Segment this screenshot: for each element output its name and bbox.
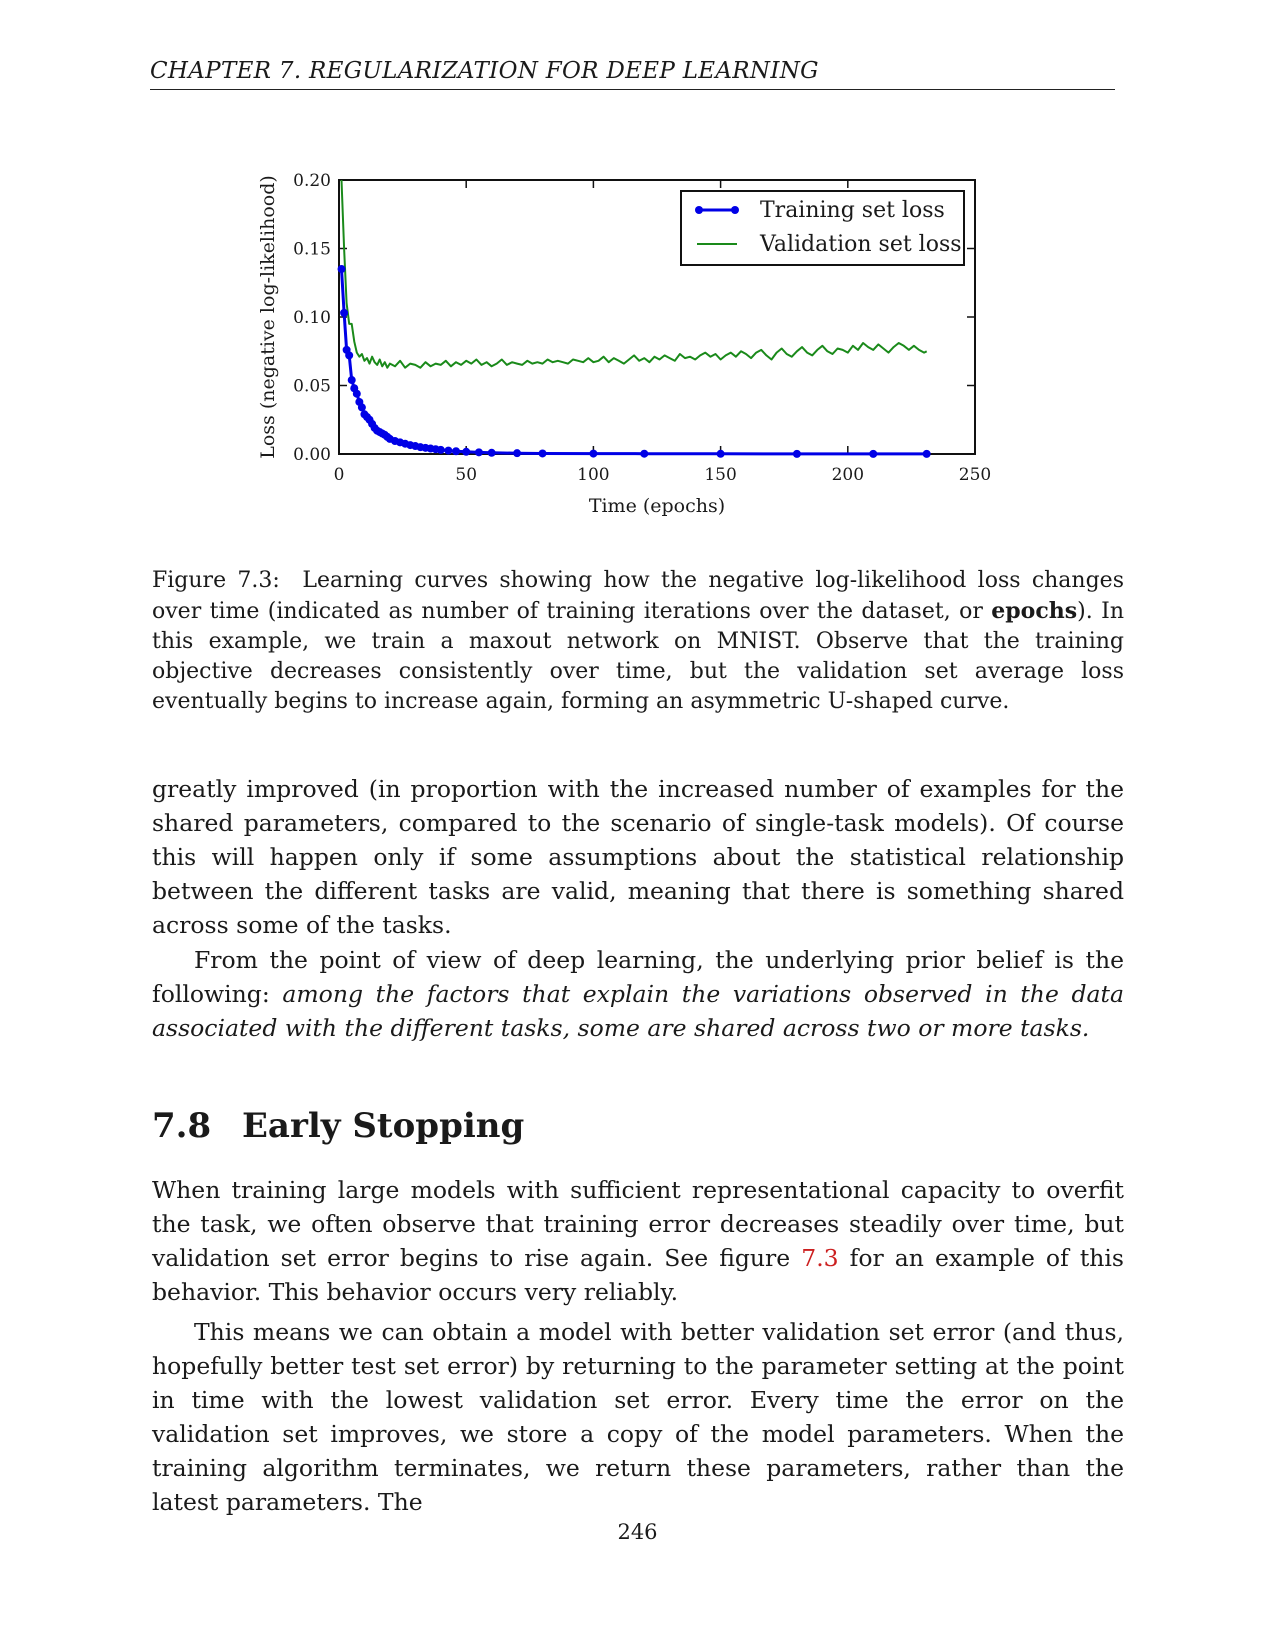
x-tick-label: 250	[959, 465, 991, 485]
training-point	[337, 265, 346, 274]
legend-label: Validation set loss	[759, 232, 962, 257]
training-point	[357, 403, 366, 412]
series-layer	[337, 179, 931, 458]
section-heading: 7.8 Early Stopping	[152, 1106, 524, 1146]
series-line	[340, 179, 928, 369]
header-rule	[150, 89, 1115, 90]
body-paragraph-1: greatly improved (in proportion with the…	[152, 775, 1124, 939]
para2-text: From the point of view of deep learning,…	[152, 946, 1124, 1008]
learning-curve-chart: 0 50 100 150 200 250 0.00 0.05 0.10 0.15 0.20 Trai…	[257, 171, 991, 517]
figure-reference-link[interactable]: 7.3	[801, 1244, 839, 1272]
caption-text: Learning curves showing how the negative…	[152, 568, 1124, 624]
y-axis-label: Loss (negative log-likelihood)	[257, 175, 279, 459]
x-tick-label: 100	[577, 465, 609, 485]
training-point	[640, 449, 649, 458]
training-point	[352, 389, 361, 398]
training-point	[538, 449, 547, 458]
training-point	[487, 448, 496, 457]
legend: Training set loss Validation set loss	[680, 190, 965, 266]
y-tick-label: 0.05	[293, 377, 331, 397]
x-tick-label: 200	[832, 465, 864, 485]
body-paragraph-2: From the point of view of deep learning,…	[152, 943, 1124, 1045]
training-point	[347, 376, 356, 385]
caption-label: Figure 7.3:	[152, 568, 280, 593]
training-point	[345, 351, 354, 360]
x-axis-label: Time (epochs)	[589, 495, 725, 517]
x-tick-label: 0	[334, 465, 345, 485]
training-point	[589, 449, 598, 458]
training-point	[869, 449, 878, 458]
y-tick-label: 0.20	[293, 171, 331, 191]
training-point	[340, 308, 349, 317]
y-tick-label: 0.00	[293, 445, 331, 465]
y-tick-label: 0.10	[293, 308, 331, 328]
section-number: 7.8	[152, 1106, 212, 1146]
para3-text-end: for an example of this behavior. This be…	[152, 1244, 1124, 1306]
legend-box	[680, 190, 965, 266]
para3-text: When training large models with sufficie…	[152, 1176, 1124, 1272]
axis-ticks: 0 50 100 150 200 250 0.00 0.05 0.10 0.15 0.20	[293, 171, 991, 485]
series-line	[340, 268, 927, 456]
page-number: 246	[617, 1520, 658, 1544]
x-tick-label: 50	[455, 465, 477, 485]
training-point	[452, 447, 461, 456]
body-paragraph-3: When training large models with sufficie…	[152, 1173, 1124, 1309]
legend-marker	[731, 206, 739, 214]
training-point	[444, 446, 453, 455]
caption-bold-term: epochs	[991, 598, 1078, 624]
figure-caption: Figure 7.3: Learning curves showing how …	[152, 566, 1124, 717]
legend-marker	[695, 206, 703, 214]
training-point	[474, 448, 483, 457]
x-tick-label: 150	[704, 465, 736, 485]
legend-label: Training set loss	[760, 198, 945, 223]
para2-italic: among the factors that explain the varia…	[152, 980, 1124, 1042]
body-paragraph-4: This means we can obtain a model with be…	[152, 1318, 1124, 1516]
training-point	[922, 449, 931, 458]
y-tick-label: 0.15	[293, 240, 331, 260]
running-head: CHAPTER 7. REGULARIZATION FOR DEEP LEARN…	[150, 58, 819, 84]
training-point	[462, 447, 471, 456]
section-title: Early Stopping	[242, 1106, 525, 1146]
training-point	[513, 449, 522, 458]
training-point	[716, 449, 725, 458]
training-point	[436, 445, 445, 454]
caption-text-end: ). In this example, we train a maxout ne…	[152, 599, 1124, 714]
training-point	[792, 449, 801, 458]
